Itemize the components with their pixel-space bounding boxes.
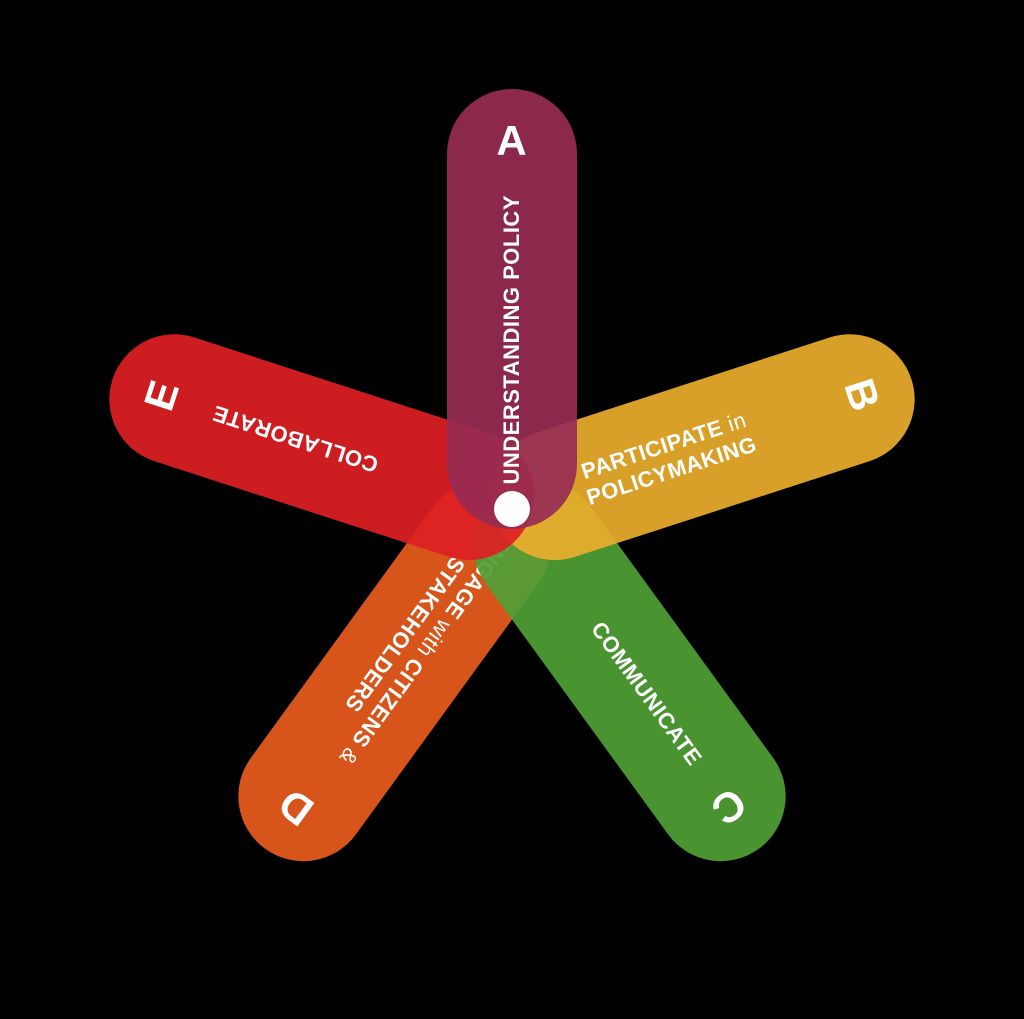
petal-e-label: COLLABORATE: [209, 399, 381, 477]
petal-c-letter: C: [702, 778, 756, 835]
petal-d-letter: D: [269, 778, 323, 835]
petal-a-label: UNDERSTANDING POLICY: [499, 195, 525, 485]
petal-a-letter: A: [496, 117, 527, 165]
petal-e-letter: E: [135, 374, 190, 416]
petal-b-letter: B: [834, 373, 889, 418]
petal-c-label: COMMUNICATE: [585, 617, 707, 771]
pivot-dot: [494, 491, 530, 527]
petal-a-content: A UNDERSTANDING POLICY: [447, 89, 577, 529]
fan-diagram: A UNDERSTANDING POLICY B PARTICIPATE in …: [0, 0, 1024, 1019]
